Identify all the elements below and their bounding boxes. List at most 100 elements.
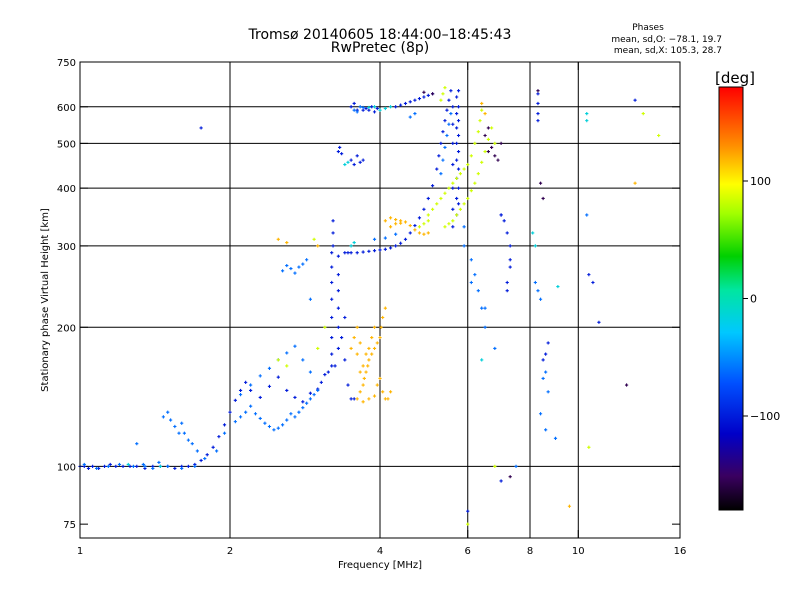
data-point — [331, 219, 335, 223]
data-point — [466, 196, 470, 201]
data-point — [546, 390, 550, 394]
data-point — [361, 158, 365, 162]
data-point — [403, 237, 408, 241]
data-point — [383, 219, 387, 223]
data-point — [336, 289, 340, 293]
data-point — [508, 258, 512, 262]
data-point — [361, 383, 365, 387]
colorbar-tick-label: 100 — [750, 175, 771, 188]
data-point — [451, 162, 455, 167]
data-point — [361, 250, 365, 254]
data-point — [546, 341, 550, 345]
data-point — [386, 397, 390, 401]
data-point — [362, 376, 366, 381]
data-point — [91, 464, 95, 469]
data-point — [536, 92, 540, 96]
data-point — [553, 436, 558, 440]
data-point — [388, 216, 393, 220]
data-point — [456, 186, 461, 190]
data-point — [364, 370, 368, 374]
stats-line-x: mean, sd,X: 105.3, 28.7 — [614, 46, 722, 56]
data-point — [336, 306, 340, 310]
data-point — [349, 244, 353, 248]
data-point — [336, 325, 340, 329]
data-point — [276, 358, 280, 362]
data-point — [249, 404, 253, 408]
data-point — [364, 352, 368, 356]
data-point — [267, 384, 272, 388]
data-point — [502, 219, 506, 223]
data-point — [451, 105, 455, 109]
data-point — [591, 280, 595, 285]
data-point — [462, 244, 466, 248]
data-point — [330, 280, 334, 285]
data-point — [451, 207, 455, 211]
data-point — [355, 352, 359, 356]
plot-area — [78, 61, 681, 539]
data-point — [451, 141, 455, 145]
data-point — [330, 364, 334, 368]
data-point — [330, 297, 334, 301]
data-point — [490, 145, 494, 150]
data-point — [199, 126, 203, 130]
data-point — [437, 154, 441, 158]
data-point — [456, 133, 461, 138]
data-point — [499, 141, 503, 145]
data-point — [447, 222, 451, 226]
data-point — [349, 346, 353, 351]
data-point — [336, 254, 340, 258]
data-point — [447, 122, 451, 126]
data-point — [499, 479, 503, 483]
grid-lines — [80, 62, 680, 538]
data-point — [372, 249, 377, 253]
data-point — [82, 462, 86, 467]
data-point — [413, 223, 417, 228]
data-point — [249, 383, 253, 387]
data-point — [426, 93, 430, 98]
data-point — [106, 464, 110, 469]
data-point — [439, 196, 443, 201]
data-point — [355, 397, 359, 401]
data-point — [408, 100, 412, 104]
data-point — [289, 266, 293, 271]
data-point — [456, 202, 461, 206]
data-point — [486, 126, 490, 130]
data-point — [180, 421, 184, 425]
data-point — [370, 352, 374, 356]
data-point — [413, 111, 417, 116]
chart-title: Tromsø 20140605 18:44:00–18:45:43 — [248, 27, 512, 43]
data-point — [499, 213, 503, 217]
data-point — [462, 167, 466, 171]
data-point — [330, 352, 334, 356]
data-point — [205, 453, 209, 457]
data-point — [372, 325, 377, 329]
data-point — [367, 397, 371, 401]
data-point — [556, 284, 560, 289]
data-point — [483, 149, 487, 154]
data-point — [336, 346, 340, 351]
data-point — [222, 423, 227, 427]
data-point — [483, 325, 487, 329]
data-point — [330, 265, 334, 269]
data-point — [182, 431, 186, 435]
data-point — [361, 400, 365, 404]
data-point — [531, 231, 535, 235]
data-point — [203, 456, 207, 461]
data-point — [451, 181, 455, 185]
data-point — [466, 162, 470, 167]
data-point — [466, 509, 470, 513]
data-point — [308, 391, 313, 395]
data-point — [388, 390, 393, 394]
data-point — [323, 373, 327, 377]
data-point — [166, 464, 170, 469]
data-point — [508, 265, 512, 269]
data-point — [443, 86, 447, 90]
data-point — [480, 101, 484, 106]
data-point — [330, 335, 334, 340]
data-point — [456, 89, 461, 93]
data-point — [422, 90, 426, 94]
x-tick-label: 16 — [674, 546, 687, 557]
data-point — [95, 466, 99, 471]
data-point — [439, 172, 443, 176]
data-point — [657, 133, 661, 138]
